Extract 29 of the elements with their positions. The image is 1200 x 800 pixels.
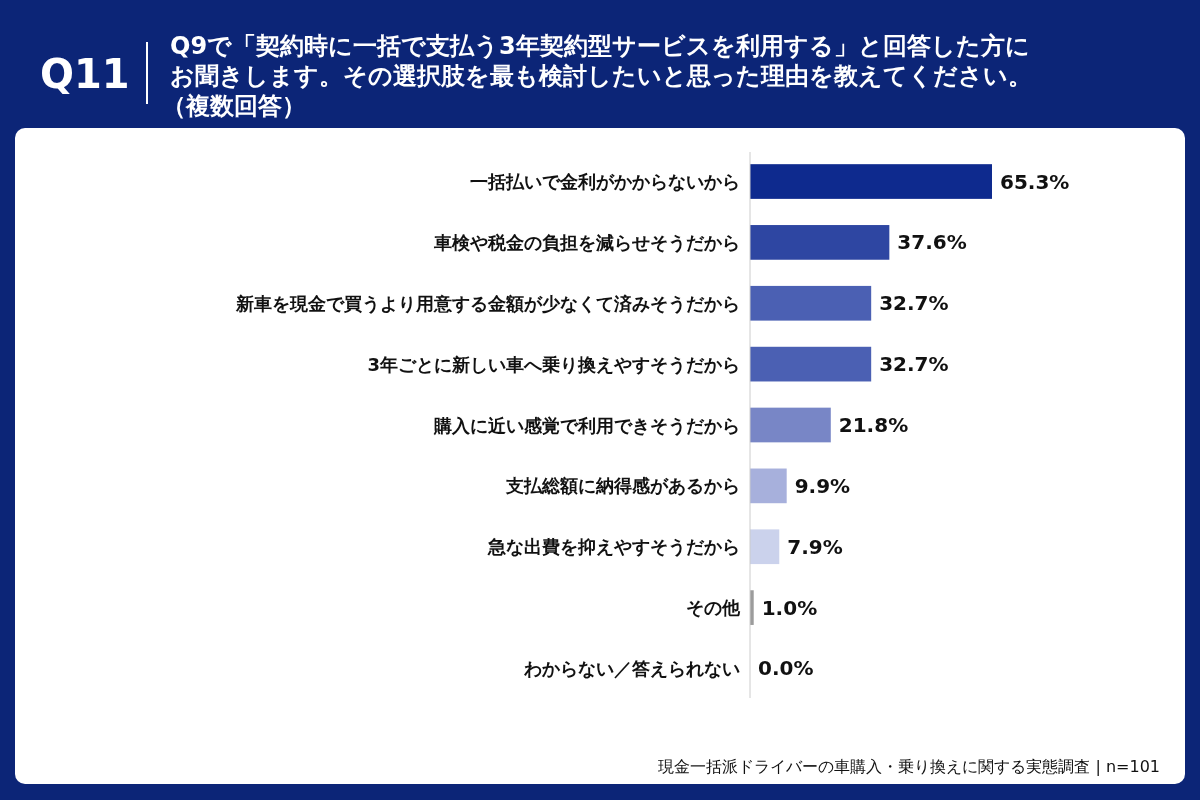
data-label: 0.0% xyxy=(758,656,814,681)
data-label: 37.6% xyxy=(897,230,967,255)
bar xyxy=(750,164,992,199)
bar xyxy=(750,407,831,443)
bar xyxy=(750,529,780,565)
text: Q11 xyxy=(40,51,130,97)
bar xyxy=(750,285,872,321)
text: （複数回答） xyxy=(162,92,306,120)
data-label: 21.8% xyxy=(838,413,909,437)
text: 現金一括派ドライバーの車購入・乗り換えに関する実態調査 | n=101 xyxy=(658,757,1160,776)
y-tick-label: 車検や税金の負担を減らせそうだから xyxy=(433,231,740,253)
data-label: 9.9% xyxy=(794,473,851,498)
bar xyxy=(750,468,787,504)
y-tick-label: 支払総額に納得感があるから xyxy=(505,475,740,497)
y-tick-label: わからない／答えられない xyxy=(523,657,740,679)
bar xyxy=(750,346,872,382)
data-label: 32.7% xyxy=(879,352,949,377)
data-label: 32.7% xyxy=(879,291,949,316)
y-tick-label: 購入に近い感覚で利用できそうだから xyxy=(433,414,740,436)
y-tick-label: その他 xyxy=(686,597,741,619)
y-tick-label: 急な出費を抑えやすそうだから xyxy=(487,536,740,558)
chart-subtitle: Q9で「契約時に一括で支払う3年契約型サービスを利用する」と回答した方にお聞きします。その選択肢を最も検討したいと思った理由を教えてください。 xyxy=(170,32,1032,90)
y-tick-label: 新車を現金で買うより用意する金額が少なくて済みそうだから xyxy=(235,292,740,314)
data-label: 1.0% xyxy=(761,595,818,620)
y-tick-label: 一括払いで金利がかからないから xyxy=(470,171,740,193)
data-label: 65.3% xyxy=(1000,169,1070,194)
bar xyxy=(750,225,890,260)
y-tick-label: 3年ごとに新しい車へ乗り換えやすそうだから xyxy=(367,353,740,375)
data-label: 7.9% xyxy=(787,534,843,559)
